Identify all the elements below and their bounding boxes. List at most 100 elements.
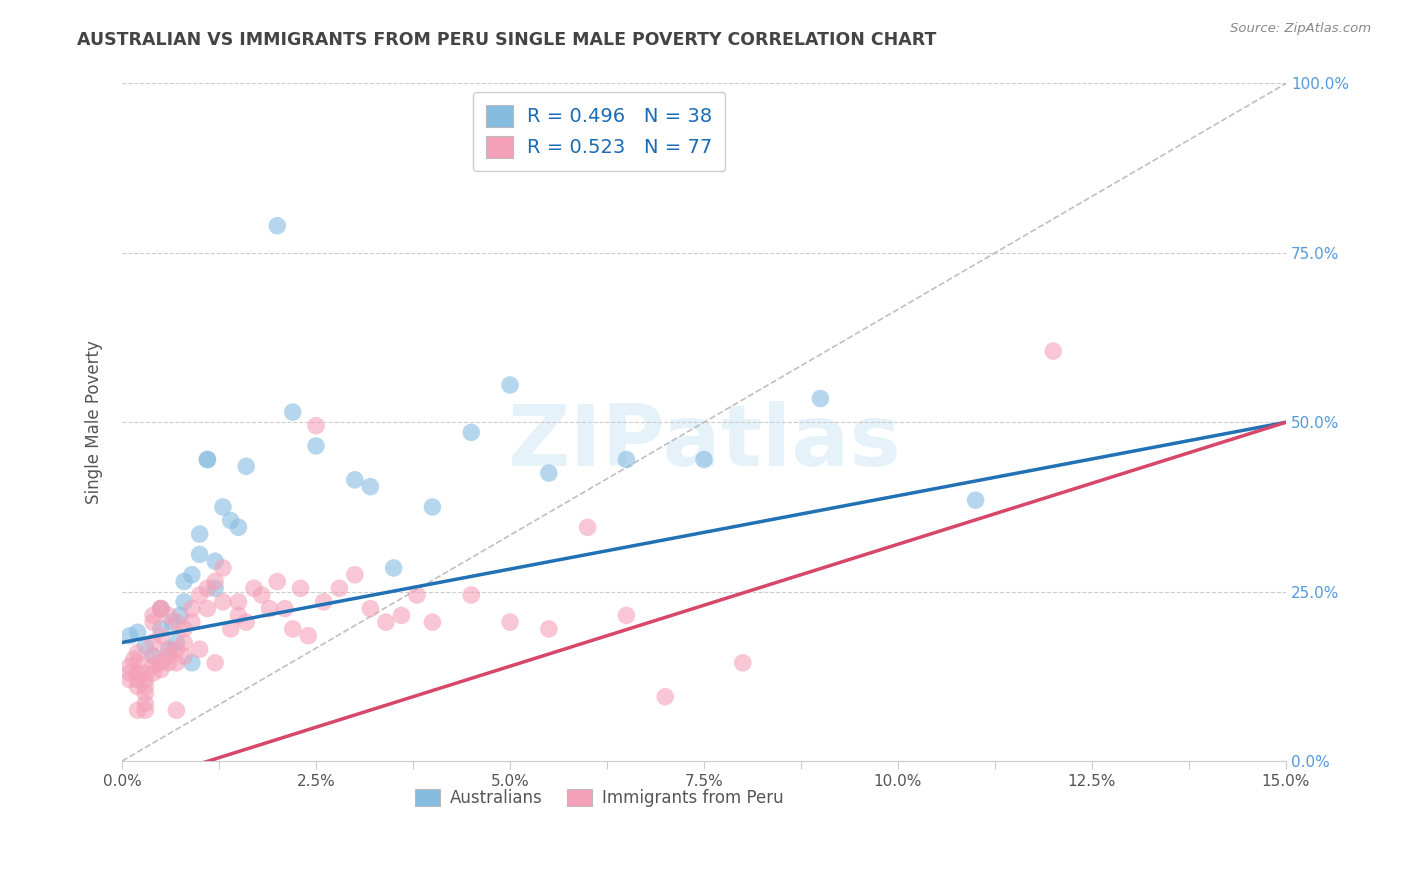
Point xyxy=(616,452,638,467)
Point xyxy=(343,473,366,487)
Point xyxy=(808,392,831,406)
Point xyxy=(165,635,187,649)
Point xyxy=(127,646,149,660)
Point xyxy=(359,601,381,615)
Point xyxy=(149,629,172,643)
Point xyxy=(180,615,202,629)
Point xyxy=(173,574,195,589)
Point xyxy=(134,665,156,680)
Point xyxy=(127,673,149,687)
Point xyxy=(243,582,266,596)
Point xyxy=(281,622,304,636)
Point xyxy=(127,656,149,670)
Y-axis label: Single Male Poverty: Single Male Poverty xyxy=(86,341,103,504)
Point xyxy=(157,642,180,657)
Point xyxy=(118,659,141,673)
Point xyxy=(118,665,141,680)
Point xyxy=(281,405,304,419)
Point xyxy=(134,697,156,711)
Point xyxy=(142,648,165,663)
Point xyxy=(537,622,560,636)
Point xyxy=(157,648,180,663)
Point xyxy=(165,642,187,657)
Point xyxy=(219,514,242,528)
Point xyxy=(188,548,211,562)
Point xyxy=(212,561,235,575)
Point xyxy=(654,690,676,704)
Point xyxy=(142,648,165,663)
Point xyxy=(297,629,319,643)
Point xyxy=(149,622,172,636)
Point xyxy=(173,595,195,609)
Point xyxy=(165,656,187,670)
Point xyxy=(134,680,156,694)
Point xyxy=(165,703,187,717)
Point xyxy=(422,500,444,514)
Point xyxy=(259,601,281,615)
Point xyxy=(134,686,156,700)
Point xyxy=(142,608,165,623)
Point xyxy=(134,673,156,687)
Point xyxy=(134,639,156,653)
Point xyxy=(188,642,211,657)
Point xyxy=(197,452,219,467)
Point xyxy=(305,439,328,453)
Point xyxy=(127,680,149,694)
Point xyxy=(127,625,149,640)
Point xyxy=(149,601,172,615)
Point xyxy=(180,601,202,615)
Text: ZIPatlas: ZIPatlas xyxy=(508,401,901,484)
Point xyxy=(162,615,184,629)
Point xyxy=(290,582,312,596)
Point xyxy=(693,452,716,467)
Point xyxy=(197,452,219,467)
Point xyxy=(250,588,273,602)
Point xyxy=(165,615,187,629)
Point xyxy=(235,459,257,474)
Point xyxy=(142,659,165,673)
Point xyxy=(460,425,482,440)
Point xyxy=(312,595,335,609)
Point xyxy=(343,567,366,582)
Point xyxy=(212,500,235,514)
Point xyxy=(142,635,165,649)
Point xyxy=(499,615,522,629)
Point xyxy=(118,673,141,687)
Point xyxy=(460,588,482,602)
Point xyxy=(188,588,211,602)
Point xyxy=(382,561,405,575)
Point xyxy=(122,652,145,666)
Point xyxy=(149,601,172,615)
Point xyxy=(389,608,412,623)
Point xyxy=(134,703,156,717)
Text: Source: ZipAtlas.com: Source: ZipAtlas.com xyxy=(1230,22,1371,36)
Point xyxy=(127,665,149,680)
Point xyxy=(328,582,350,596)
Text: AUSTRALIAN VS IMMIGRANTS FROM PERU SINGLE MALE POVERTY CORRELATION CHART: AUSTRALIAN VS IMMIGRANTS FROM PERU SINGL… xyxy=(77,31,936,49)
Point xyxy=(1042,344,1064,359)
Point xyxy=(157,642,180,657)
Point xyxy=(965,493,987,508)
Point xyxy=(219,622,242,636)
Point xyxy=(142,615,165,629)
Point xyxy=(576,520,599,534)
Point xyxy=(374,615,396,629)
Point xyxy=(406,588,429,602)
Point xyxy=(228,520,250,534)
Point xyxy=(173,622,195,636)
Point xyxy=(266,574,288,589)
Point xyxy=(266,219,288,233)
Point xyxy=(274,601,297,615)
Point xyxy=(169,608,191,623)
Point xyxy=(731,656,754,670)
Point xyxy=(212,595,235,609)
Point xyxy=(204,582,226,596)
Point xyxy=(499,378,522,392)
Point xyxy=(142,665,165,680)
Point xyxy=(305,418,328,433)
Point xyxy=(188,527,211,541)
Point xyxy=(228,595,250,609)
Point xyxy=(422,615,444,629)
Point xyxy=(118,629,141,643)
Point xyxy=(157,656,180,670)
